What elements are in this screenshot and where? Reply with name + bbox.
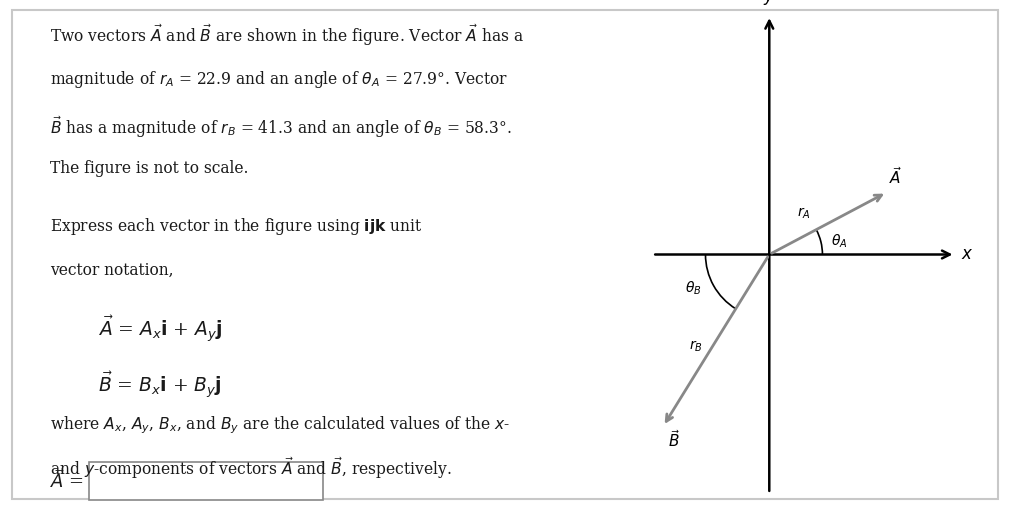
Text: $\theta_A$: $\theta_A$ [831, 232, 848, 250]
Text: magnitude of $r_A$ = 22.9 and an angle of $\theta_A$ = 27.9°. Vector: magnitude of $r_A$ = 22.9 and an angle o… [50, 69, 509, 90]
Text: and $y$-components of vectors $\vec{A}$ and $\vec{B}$, respectively.: and $y$-components of vectors $\vec{A}$ … [50, 456, 452, 480]
Text: $\vec{A}$ =: $\vec{A}$ = [50, 470, 84, 492]
Text: The figure is not to scale.: The figure is not to scale. [50, 160, 249, 177]
FancyBboxPatch shape [12, 10, 998, 499]
Text: $r_B$: $r_B$ [689, 338, 702, 354]
Text: $\vec{B}$: $\vec{B}$ [669, 429, 681, 450]
Text: $x$: $x$ [961, 246, 973, 263]
Text: where $A_x$, $A_y$, $B_x$, and $B_y$ are the calculated values of the $x$-: where $A_x$, $A_y$, $B_x$, and $B_y$ are… [50, 415, 511, 436]
Text: $\vec{A}$ = $A_x\mathbf{i}$ + $A_y\mathbf{j}$: $\vec{A}$ = $A_x\mathbf{i}$ + $A_y\mathb… [97, 313, 222, 344]
Text: Express each vector in the figure using $\mathbf{ijk}$ unit: Express each vector in the figure using … [50, 216, 423, 237]
Text: $\vec{A}$: $\vec{A}$ [890, 166, 902, 187]
Text: $\vec{B}$ has a magnitude of $r_B$ = 41.3 and an angle of $\theta_B$ = 58.3°.: $\vec{B}$ has a magnitude of $r_B$ = 41.… [50, 115, 512, 139]
Text: Two vectors $\vec{A}$ and $\vec{B}$ are shown in the figure. Vector $\vec{A}$ ha: Two vectors $\vec{A}$ and $\vec{B}$ are … [50, 23, 524, 48]
Text: $y$: $y$ [763, 0, 775, 7]
Text: vector notation,: vector notation, [50, 262, 174, 279]
Text: $\vec{B}$ = $B_x\mathbf{i}$ + $B_y\mathbf{j}$: $\vec{B}$ = $B_x\mathbf{i}$ + $B_y\mathb… [97, 369, 221, 400]
Text: $\theta_B$: $\theta_B$ [685, 279, 702, 297]
FancyBboxPatch shape [89, 462, 324, 500]
Text: $r_A$: $r_A$ [797, 206, 810, 221]
